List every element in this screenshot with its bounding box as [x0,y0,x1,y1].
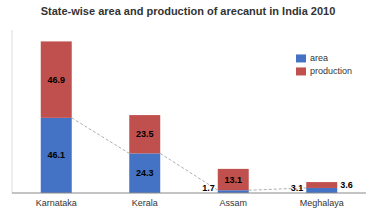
data-label: 1.7 [202,183,215,193]
data-label: 24.3 [136,168,154,178]
x-tick-label: Karnataka [36,198,77,208]
bar-segment [306,188,337,193]
x-tick-label: Assam [219,198,247,208]
bars-group [41,41,337,193]
x-axis-line [12,193,366,194]
bar-segment [41,41,72,117]
chart-svg: State-wise area and production of arecan… [0,0,376,221]
bar-segment [306,182,337,188]
bar-segment [129,115,160,153]
bar-segment [41,118,72,193]
data-label: 46.1 [47,150,65,160]
area-connector [72,118,130,154]
chart-container: State-wise area and production of arecan… [0,0,376,221]
legend-swatch [296,67,306,75]
data-label: 3.1 [291,183,304,193]
data-label: 23.5 [136,129,154,139]
data-label: 13.1 [224,175,242,185]
data-label: 46.9 [47,75,65,85]
x-tick-label: Kerala [132,198,158,208]
legend-label: area [310,53,328,63]
legend: area production [296,53,352,76]
y-range-line [12,30,13,193]
chart-title: State-wise area and production of arecan… [41,5,336,17]
x-tick-label: Meghalaya [300,198,344,208]
bar-segment [129,153,160,193]
bar-segment [218,169,249,190]
legend-swatch [296,54,306,62]
data-label: 3.6 [340,180,353,190]
legend-label: production [310,66,352,76]
